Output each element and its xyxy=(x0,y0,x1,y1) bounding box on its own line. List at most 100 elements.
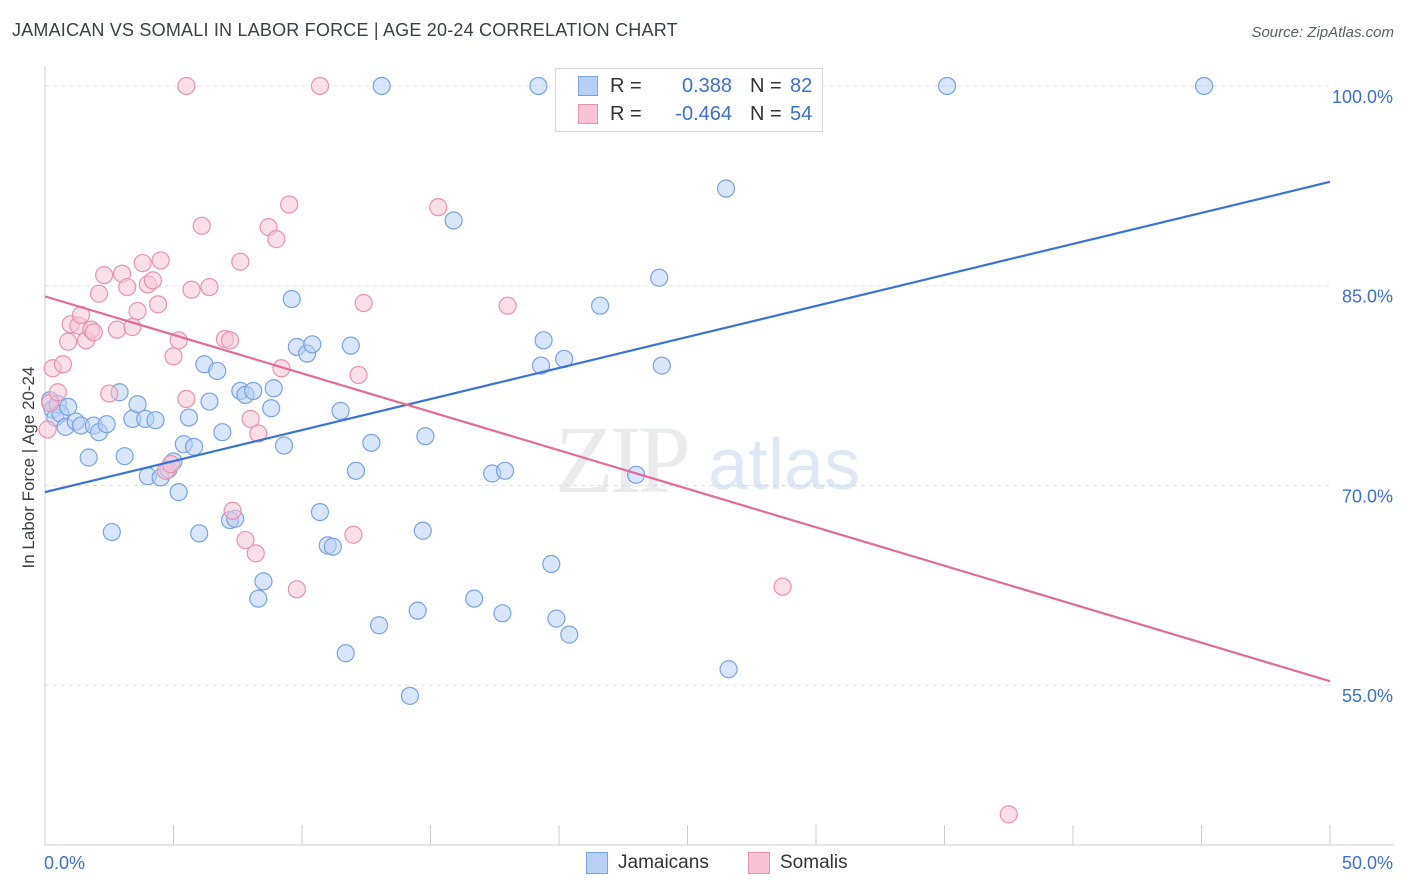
jamaicans-point xyxy=(416,427,435,446)
legend-r-value: 0.388 xyxy=(681,74,732,97)
jamaicans-point xyxy=(413,521,432,540)
axis-labels: 55.0% 70.0% 85.0% 100.0% 0.0% 50.0% In Labor F… xyxy=(19,87,1393,873)
y-tick-label: 70.0% xyxy=(1342,486,1393,506)
jamaicans-point xyxy=(274,436,294,455)
somalis-point xyxy=(89,284,109,303)
jamaicans-point xyxy=(341,336,360,355)
bottom-legend-swatch-somalis xyxy=(748,852,770,874)
jamaicans-point xyxy=(370,616,389,635)
y-tick-label: 85.0% xyxy=(1342,287,1393,307)
somalis-point xyxy=(95,265,114,285)
watermark-zip: ZIP xyxy=(555,406,688,513)
somalis-point xyxy=(999,805,1018,824)
somalis-point xyxy=(53,355,73,374)
bottom-legend-jamaicans: Jamaicans xyxy=(586,852,709,874)
jamaicans-point xyxy=(531,356,551,375)
jamaicans-point xyxy=(331,401,350,420)
jamaicans-point xyxy=(495,461,515,480)
somalis-point xyxy=(177,389,196,409)
somalis-point xyxy=(164,347,183,366)
jamaicans-point xyxy=(184,437,204,456)
somalis-point xyxy=(48,383,67,402)
jamaicans-point xyxy=(59,397,78,416)
jamaicans-point xyxy=(128,395,147,414)
jamaicans-point xyxy=(400,686,420,705)
jamaicans-point xyxy=(97,415,116,434)
jamaicans-point xyxy=(169,483,188,502)
jamaicans-point xyxy=(1194,76,1214,96)
axes xyxy=(44,66,1394,846)
jamaicans-point xyxy=(493,604,512,623)
somalis-point xyxy=(84,323,103,342)
jamaicans-point xyxy=(213,423,232,442)
jamaicans-point xyxy=(534,331,553,350)
somalis-point xyxy=(246,544,265,563)
somalis-point xyxy=(236,530,255,550)
jamaicans-point xyxy=(262,399,281,418)
somalis-point xyxy=(498,296,517,315)
jamaicans-point xyxy=(282,289,301,309)
jamaicans-point xyxy=(102,522,121,542)
jamaicans-point xyxy=(444,211,463,230)
bottom-legend-somalis: Somalis xyxy=(748,852,848,874)
somalis-point xyxy=(143,271,163,290)
jamaicans-point xyxy=(650,268,669,287)
jamaicans-point xyxy=(465,589,484,608)
points xyxy=(38,76,1214,824)
jamaicans-point xyxy=(115,447,134,466)
somalis-point xyxy=(59,332,78,351)
somalis-point xyxy=(107,320,127,339)
jamaicans-point xyxy=(372,76,391,96)
jamaicans-point xyxy=(179,408,199,427)
jamaicans-point xyxy=(529,76,548,96)
legend-row-somalis: R = -0.464 N = 54 xyxy=(578,100,812,128)
somalis-point xyxy=(128,301,147,321)
jamaicans-point xyxy=(146,411,165,430)
somalis-point xyxy=(38,420,57,439)
jamaicans-point xyxy=(362,433,381,452)
y-tick-label: 55.0% xyxy=(1342,686,1393,706)
jamaicans-point xyxy=(719,660,738,679)
somalis-point xyxy=(287,580,306,599)
legend-r-label: R = xyxy=(610,74,642,97)
somalis-point xyxy=(249,424,268,443)
somalis-point xyxy=(241,409,260,428)
y-tick-label: 100.0% xyxy=(1332,87,1393,107)
somalis-point xyxy=(220,331,240,350)
somalis-point xyxy=(177,76,196,96)
jamaicans-point xyxy=(716,179,736,198)
jamaicans-point xyxy=(542,554,561,574)
legend-row-jamaicans: R = 0.388 N = 82 xyxy=(578,72,812,100)
jamaicans-point xyxy=(79,448,98,467)
bottom-legend-swatch-jamaicans xyxy=(586,852,608,874)
somalis-point xyxy=(182,280,201,299)
somalis-point xyxy=(200,277,219,297)
somalis-point xyxy=(349,365,368,385)
watermark-atlas: atlas xyxy=(708,425,860,505)
jamaicans-point xyxy=(652,356,671,375)
x-tick-label: 50.0% xyxy=(1342,853,1393,873)
somalis-point xyxy=(773,577,792,596)
chart-source: Source: ZipAtlas.com xyxy=(1251,24,1394,41)
jamaicans-point xyxy=(249,589,268,608)
somalis-point xyxy=(354,293,373,313)
jamaicans-point xyxy=(208,361,227,381)
jamaicans-trend-line xyxy=(44,180,1331,494)
legend-n-value: 54 xyxy=(790,102,813,125)
jamaicans-point xyxy=(547,609,566,628)
jamaicans-point xyxy=(244,381,263,401)
watermark: ZIP atlas xyxy=(555,406,860,513)
somalis-point xyxy=(223,501,242,520)
somalis-point xyxy=(148,295,168,314)
jamaicans-point xyxy=(937,76,957,96)
somalis-point xyxy=(267,230,286,249)
legend-n-value: 82 xyxy=(790,74,813,97)
somalis-point xyxy=(231,252,250,271)
jamaicans-point xyxy=(591,296,610,315)
stats-legend: R = 0.388 N = 82 R = -0.464 N = 54 xyxy=(555,68,823,132)
bottom-legend-label-somalis: Somalis xyxy=(780,852,848,873)
jamaicans-point xyxy=(323,537,342,556)
legend-r-value: -0.464 xyxy=(675,102,732,125)
bottom-legend-label-jamaicans: Jamaicans xyxy=(618,852,709,873)
jamaicans-point xyxy=(190,524,209,543)
